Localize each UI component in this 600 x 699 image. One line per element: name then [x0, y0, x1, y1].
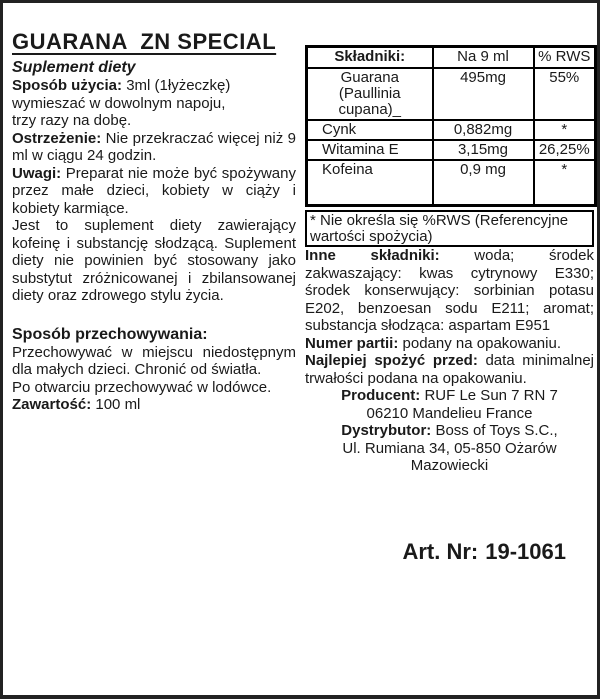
- storage-section: Przechowywać w miejscu niedostępnym dla …: [12, 344, 296, 397]
- table-footnote: * Nie określa się %RWS (Referencyjne war…: [305, 210, 594, 247]
- ingredient-name: Kofeina: [305, 159, 434, 207]
- ingredient-name: Guarana (Paullinia cupana)_: [305, 67, 434, 121]
- col-header-ingredients: Składniki:: [305, 45, 434, 69]
- other-ingredients-label: Inne składniki:: [305, 247, 440, 264]
- notes-text: Preparat nie może być spożywany przez ma…: [12, 164, 296, 217]
- col-header-rws: % RWS: [532, 45, 597, 69]
- left-column: GUARANA ZN SPECIAL Suplement diety Sposó…: [12, 29, 296, 414]
- right-column: Składniki: Na 9 ml % RWS Guarana (Paulli…: [305, 45, 597, 565]
- article-number: Art. Nr: 19-1061: [305, 539, 566, 565]
- batch-number-section: Numer partii: podany na opakowaniu.: [305, 335, 594, 353]
- storage-heading: Sposób przechowywania:: [12, 325, 208, 343]
- article-number-value: 19-1061: [485, 538, 566, 564]
- producer-section: Producent: RUF Le Sun 7 RN 7 06210 Mande…: [305, 387, 594, 422]
- distributor-text: Boss of Toys S.C., Ul. Rumiana 34, 05-85…: [342, 422, 558, 474]
- net-content-value: 100 ml: [91, 396, 141, 413]
- best-before-section: Najlepiej spożyć przed: data minimalnej …: [305, 352, 594, 387]
- table-row-witamina-e: Witamina E 3,15mg 26,25%: [305, 139, 597, 161]
- warning-label: Ostrzeżenie:: [12, 129, 102, 147]
- table-header-row: Składniki: Na 9 ml % RWS: [305, 45, 597, 69]
- article-number-label: Art. Nr:: [402, 538, 479, 564]
- notes-section: Uwagi: Preparat nie może być spożywany p…: [12, 165, 296, 218]
- best-before-label: Najlepiej spożyć przed:: [305, 352, 478, 369]
- ingredient-amount: 495mg: [431, 67, 535, 121]
- table-row-cynk: Cynk 0,882mg *: [305, 119, 597, 141]
- ingredient-amount: 0,9 mg: [431, 159, 535, 207]
- best-before-text: data minimalnej trwałości podana na opak…: [305, 352, 594, 387]
- usage-label: Sposób użycia:: [12, 77, 123, 94]
- usage-section: Sposób użycia: 3ml (1łyżeczkę) wymieszać…: [12, 77, 296, 130]
- ingredient-rws: 55%: [532, 67, 597, 121]
- ingredient-amount: 0,882mg: [431, 119, 535, 141]
- batch-number-label: Numer partii:: [305, 334, 399, 352]
- product-title: GUARANA ZN SPECIAL: [12, 29, 277, 54]
- batch-number-text: podany na opakowaniu.: [398, 334, 561, 352]
- other-ingredients-text: woda; środek zakwaszający: kwas cytrynow…: [305, 247, 594, 334]
- ingredient-rws: *: [532, 159, 597, 207]
- warning-section: Ostrzeżenie: Nie przekraczać więcej niż …: [12, 130, 296, 165]
- producer-text: RUF Le Sun 7 RN 7 06210 Mandelieu France: [366, 387, 558, 422]
- warning-text: Nie przekraczać więcej niż 9 ml w ciągu …: [12, 129, 296, 165]
- ingredient-rws: 26,25%: [532, 139, 597, 161]
- table-row-guarana: Guarana (Paullinia cupana)_ 495mg 55%: [305, 67, 597, 121]
- ingredient-rws: *: [532, 119, 597, 141]
- distributor-label: Dystrybutor:: [341, 422, 432, 439]
- distributor-section: Dystrybutor: Boss of Toys S.C., Ul. Rumi…: [305, 422, 594, 475]
- net-content-section: Zawartość: 100 ml: [12, 396, 296, 414]
- storage-text: Przechowywać w miejscu niedostępnym dla …: [12, 343, 296, 396]
- ingredient-amount: 3,15mg: [431, 139, 535, 161]
- table-row-kofeina: Kofeina 0,9 mg *: [305, 159, 597, 207]
- usage-text: 3ml (1łyżeczkę) wymieszać w dowolnym nap…: [12, 77, 231, 129]
- notes-label: Uwagi:: [12, 164, 62, 182]
- net-content-label: Zawartość:: [12, 396, 92, 413]
- col-header-per-9ml: Na 9 ml: [431, 45, 535, 69]
- ingredient-name: Cynk: [305, 119, 434, 141]
- nutrition-table: Składniki: Na 9 ml % RWS Guarana (Paulli…: [305, 45, 597, 207]
- other-ingredients-section: Inne składniki: woda; środek zakwaszając…: [305, 247, 594, 335]
- notes-text-2: Jest to suplement diety zawierający kofe…: [12, 217, 296, 304]
- producer-label: Producent:: [341, 387, 421, 404]
- ingredient-name: Witamina E: [305, 139, 434, 161]
- notes-section-2: Jest to suplement diety zawierający kofe…: [12, 217, 296, 305]
- product-subtitle: Suplement diety: [12, 59, 136, 76]
